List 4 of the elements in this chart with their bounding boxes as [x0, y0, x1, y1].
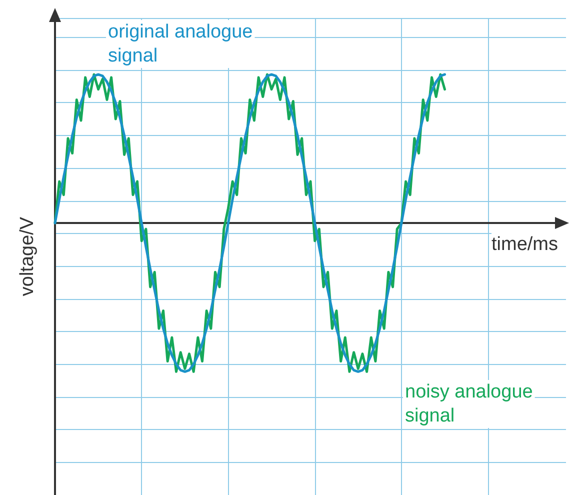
series-label: original analogue signal [108, 22, 253, 66]
series-label: noisy analogue signal [405, 382, 533, 426]
y-axis-title: voltage/V [17, 216, 38, 296]
x-axis-title: time/ms [492, 234, 558, 256]
